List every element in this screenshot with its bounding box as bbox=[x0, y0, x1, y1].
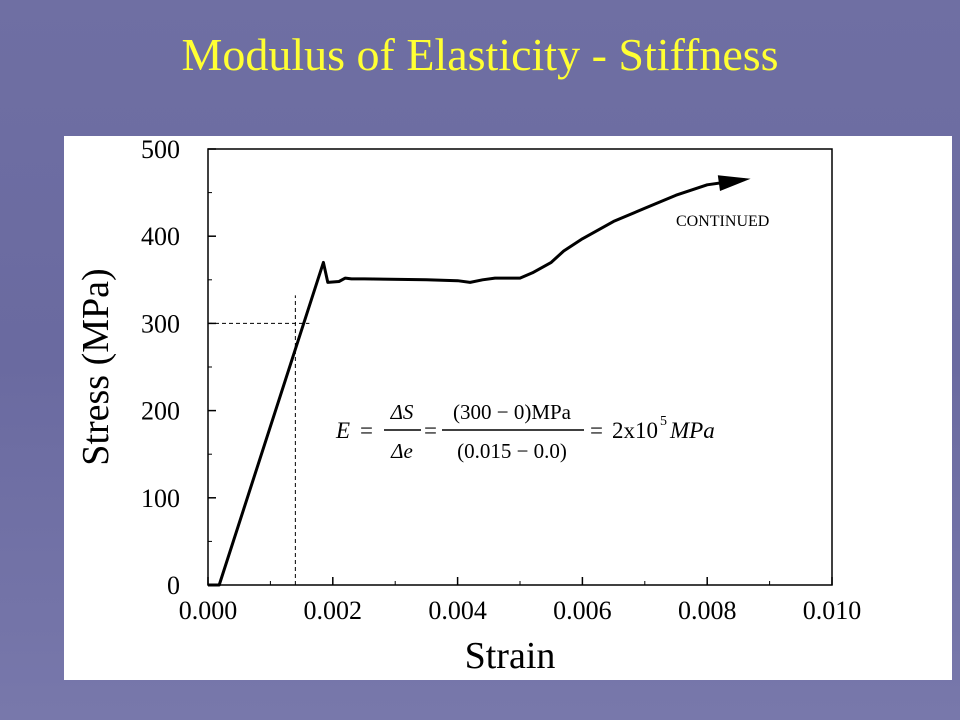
x-tick-label: 0.010 bbox=[803, 596, 862, 625]
eq-denominator-1: Δe bbox=[390, 439, 413, 463]
eq-denominator-2: (0.015 − 0.0) bbox=[457, 439, 567, 463]
x-tick-label: 0.006 bbox=[553, 596, 612, 625]
x-tick-label: 0.008 bbox=[678, 596, 737, 625]
x-tick-label: 0.000 bbox=[179, 596, 238, 625]
x-tick-label: 0.004 bbox=[428, 596, 487, 625]
continued-label: CONTINUED bbox=[676, 213, 769, 230]
tick-labels: 0.000 0.002 0.004 0.006 0.008 0.010 0 100 200 300… bbox=[141, 136, 861, 625]
y-tick-label: 500 bbox=[141, 136, 180, 164]
x-axis-label: Strain bbox=[465, 635, 556, 677]
stress-strain-chart: 0.000 0.002 0.004 0.006 0.008 0.010 0 100 200 300… bbox=[75, 136, 861, 677]
eq-unit: MPa bbox=[669, 418, 715, 443]
eq-exponent: 5 bbox=[660, 414, 667, 429]
stress-strain-curve bbox=[208, 178, 745, 587]
eq-equals-2: = bbox=[424, 418, 437, 443]
eq-numerator-1: ΔS bbox=[390, 400, 414, 424]
eq-numerator-2: (300 − 0)MPa bbox=[453, 400, 572, 424]
eq-lhs: E bbox=[335, 418, 350, 443]
slide-title: Modulus of Elasticity - Stiffness bbox=[181, 29, 779, 80]
y-tick-label: 200 bbox=[141, 397, 180, 426]
y-tick-label: 0 bbox=[167, 571, 180, 600]
y-tick-label: 400 bbox=[141, 222, 180, 251]
y-tick-label: 100 bbox=[141, 484, 180, 513]
y-axis-label: Stress (MPa) bbox=[75, 268, 117, 465]
eq-equals-3: = bbox=[590, 418, 603, 443]
chart-panel: 0.000 0.002 0.004 0.006 0.008 0.010 0 100 200 300… bbox=[64, 136, 952, 680]
arrow-head bbox=[717, 175, 751, 191]
eq-result: 2x10 bbox=[612, 418, 658, 443]
y-tick-label: 300 bbox=[141, 309, 180, 338]
eq-equals-1: = bbox=[360, 418, 373, 443]
x-tick-label: 0.002 bbox=[304, 596, 363, 625]
modulus-equation: E = ΔS Δe = (300 − 0)MPa (0.015 − 0.0) =… bbox=[335, 400, 715, 463]
reference-lines bbox=[208, 295, 310, 585]
